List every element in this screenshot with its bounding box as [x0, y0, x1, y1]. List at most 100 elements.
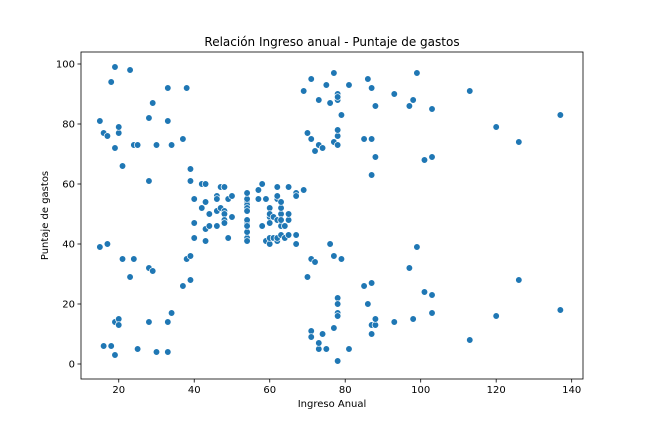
data-point	[277, 216, 285, 224]
y-tick-label: 20	[62, 300, 75, 311]
x-tick-label: 40	[188, 385, 201, 396]
points-layer	[96, 63, 564, 365]
data-point	[334, 141, 342, 149]
data-point	[307, 327, 315, 335]
data-point	[99, 342, 108, 350]
data-point	[152, 348, 161, 356]
data-point	[164, 84, 172, 92]
data-point	[334, 126, 342, 134]
data-point	[284, 183, 293, 191]
data-point	[334, 357, 342, 365]
x-tick-label: 140	[562, 385, 581, 396]
data-point	[258, 180, 266, 188]
data-point	[145, 177, 153, 185]
data-point	[409, 96, 417, 104]
data-point	[428, 105, 436, 113]
y-axis-ticks: 0 20 40 60 80 100	[56, 60, 81, 371]
data-point	[307, 333, 315, 341]
data-point	[262, 195, 270, 203]
data-point	[292, 231, 300, 239]
data-point	[556, 306, 564, 314]
y-tick-label: 60	[62, 180, 75, 191]
data-point	[130, 255, 138, 263]
data-point	[190, 195, 198, 203]
data-point	[515, 276, 523, 284]
data-point	[254, 195, 263, 203]
data-point	[371, 153, 380, 161]
y-tick-label: 40	[62, 240, 75, 251]
data-point	[466, 87, 474, 95]
data-point	[115, 315, 123, 323]
data-point	[367, 84, 376, 92]
data-point	[164, 348, 172, 356]
data-point	[390, 90, 398, 98]
data-point	[300, 186, 308, 194]
data-point	[145, 114, 153, 122]
data-point	[149, 99, 157, 107]
data-point	[303, 129, 312, 137]
data-point	[334, 93, 342, 101]
data-point	[307, 135, 315, 143]
data-point	[111, 144, 119, 152]
data-point	[186, 177, 195, 185]
data-point	[405, 102, 414, 110]
data-point	[405, 264, 414, 272]
data-point	[303, 273, 312, 281]
data-point	[492, 123, 500, 131]
data-point	[224, 234, 232, 242]
data-point	[179, 135, 187, 143]
x-axis-label: Ingreso Anual	[298, 399, 367, 410]
data-point	[284, 216, 293, 224]
data-point	[556, 111, 564, 119]
data-point	[152, 141, 161, 149]
data-point	[107, 342, 115, 350]
data-point	[133, 345, 142, 353]
data-point	[292, 240, 300, 248]
data-point	[201, 180, 210, 188]
axes-frame	[80, 51, 584, 380]
data-point	[213, 222, 221, 230]
data-point	[311, 258, 319, 266]
data-point	[96, 117, 104, 125]
data-point	[367, 171, 376, 179]
data-point	[281, 222, 289, 230]
data-point	[326, 240, 334, 248]
data-point	[371, 102, 380, 110]
data-point	[334, 294, 342, 302]
data-point	[409, 315, 417, 323]
data-point	[413, 243, 421, 251]
data-point	[318, 330, 327, 338]
data-point	[243, 228, 251, 236]
data-point	[243, 195, 251, 203]
data-point	[115, 129, 123, 137]
data-point	[228, 213, 236, 221]
data-point	[330, 324, 338, 332]
data-point	[413, 69, 421, 77]
data-point	[390, 318, 398, 326]
data-point	[183, 84, 191, 92]
data-point	[337, 111, 346, 119]
y-tick-label: 80	[62, 120, 75, 131]
data-point	[126, 66, 134, 74]
data-point	[243, 216, 251, 224]
data-point	[145, 318, 153, 326]
data-point	[428, 153, 436, 161]
data-point	[322, 81, 330, 89]
data-point	[186, 165, 195, 173]
data-point	[205, 210, 213, 218]
data-point	[371, 321, 380, 329]
data-point	[186, 276, 195, 284]
data-point	[420, 156, 429, 164]
data-point	[367, 279, 376, 287]
data-point	[111, 63, 119, 71]
data-point	[228, 192, 236, 200]
data-point	[334, 312, 342, 320]
data-point	[284, 231, 293, 239]
data-point	[334, 300, 342, 308]
data-point	[115, 123, 123, 131]
data-point	[466, 336, 474, 344]
data-point	[371, 315, 380, 323]
data-point	[201, 237, 210, 245]
data-point	[330, 69, 338, 77]
